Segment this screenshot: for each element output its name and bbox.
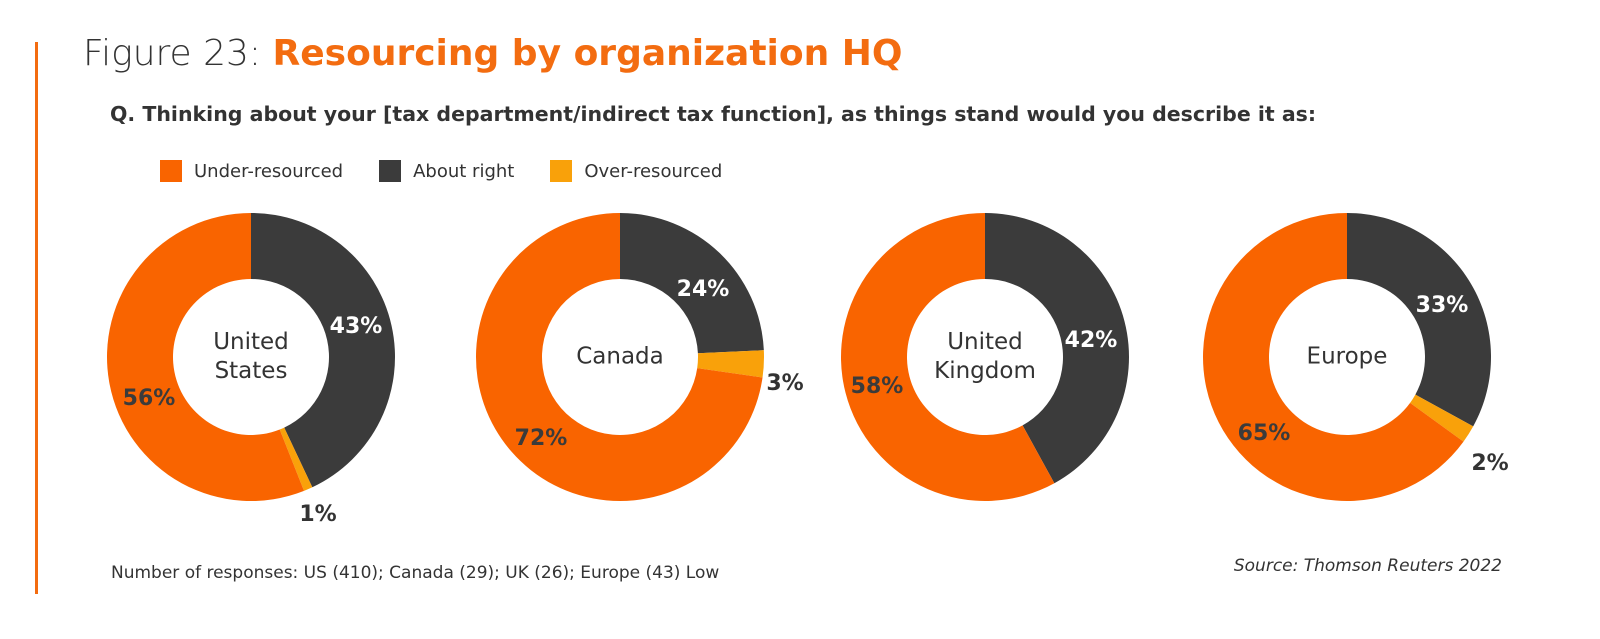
data-label-europe-over: 2% [1471,451,1508,476]
slice-united-states-about [251,213,396,488]
center-label-canada: Canada [576,344,664,370]
slice-canada-under [476,213,763,502]
figure-heading: Resourcing by organization HQ [272,33,903,74]
data-label-united-states-under: 56% [123,386,176,411]
slice-canada-about [620,213,764,354]
slice-united-states-over [279,427,313,491]
source-note: Source: Thomson Reuters 2022 [1233,556,1502,576]
figure-title: Figure 23: Resourcing by organization HQ [83,32,903,76]
data-label-canada-under: 72% [515,426,568,451]
legend: Under-resourced About right Over-resourc… [160,160,758,182]
data-label-united-kingdom-about: 42% [1065,328,1118,353]
data-label-canada-about: 24% [677,277,730,302]
legend-item-under: Under-resourced [160,160,343,182]
legend-swatch-under [160,160,182,182]
data-label-europe-about: 33% [1416,293,1469,318]
center-label-united-kingdom: Kingdom [934,358,1036,384]
center-label-europe: Europe [1307,344,1388,370]
accent-rule [35,42,38,594]
figure-number: Figure 23: [83,33,262,74]
slice-united-kingdom-under [841,213,1055,501]
legend-swatch-about [379,160,402,182]
responses-footnote: Number of responses: US (410); Canada (2… [111,563,720,583]
slice-canada-over [697,350,765,378]
slice-europe-over [1410,394,1474,442]
slice-europe-about [1347,213,1491,427]
legend-label-under: Under-resourced [194,160,344,182]
data-label-canada-over: 3% [766,371,803,396]
data-label-europe-under: 65% [1238,421,1291,446]
data-label-united-states-over: 1% [299,502,336,527]
slice-europe-under [1202,213,1464,502]
legend-swatch-over [550,160,573,182]
center-label-united-states: United [213,329,289,355]
survey-question: Q. Thinking about your [tax department/i… [110,102,1317,126]
slice-united-kingdom-about [985,213,1129,484]
legend-label-about: About right [413,160,515,182]
data-label-united-states-about: 43% [330,314,383,339]
slice-united-states-under [107,213,305,501]
legend-label-over: Over-resourced [584,160,723,182]
legend-item-about: About right [379,160,514,182]
center-label-united-kingdom: United [947,329,1023,355]
legend-item-over: Over-resourced [550,160,722,182]
center-label-united-states: States [215,358,288,384]
data-label-united-kingdom-under: 58% [851,374,904,399]
